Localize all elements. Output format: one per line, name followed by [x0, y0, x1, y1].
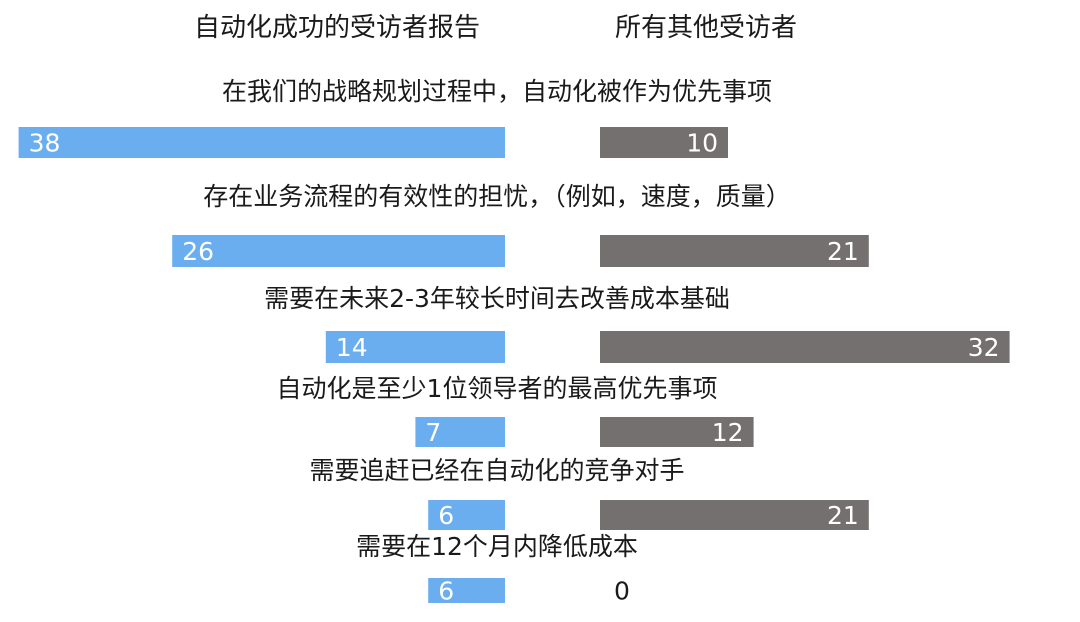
- bars-layer: 在我们的战略规划过程中，自动化被作为优先事项 38 10 存在业务流程的有效性的担忧，…: [18, 77, 1010, 606]
- bar-left: [428, 500, 505, 530]
- bar-right-value-label: 21: [827, 501, 859, 530]
- bar-left: [18, 127, 505, 158]
- bar-right: [600, 500, 869, 530]
- bar-right-value-label: 10: [686, 129, 718, 158]
- bar-left: [415, 417, 505, 447]
- legend-right-label: 所有其他受访者: [615, 13, 797, 43]
- bar-right-value-label: 32: [968, 333, 1000, 362]
- category-label: 存在业务流程的有效性的担忧，（例如，速度，质量）: [203, 182, 791, 211]
- category-label: 需要追赶已经在自动化的竞争对手: [309, 456, 684, 485]
- bar-right: [600, 331, 1010, 363]
- legend-left-label: 自动化成功的受访者报告: [194, 13, 480, 43]
- bar-right: [600, 417, 754, 447]
- bar-left-value-label: 7: [425, 418, 441, 447]
- bar-right-value-label: 12: [712, 418, 744, 447]
- bar-left: [428, 578, 505, 603]
- category-label: 需要在12个月内降低成本: [356, 532, 638, 561]
- category-label: 需要在未来2-3年较长时间去改善成本基础: [264, 284, 730, 313]
- bar-left: [172, 235, 505, 267]
- bar-left-value-label: 26: [182, 237, 214, 266]
- bar-left: [325, 331, 505, 363]
- bar-right: [600, 235, 869, 267]
- category-label: 在我们的战略规划过程中，自动化被作为优先事项: [222, 77, 772, 106]
- bar-right-value-label: 21: [827, 237, 859, 266]
- bar-left-value-label: 6: [438, 501, 454, 530]
- bar-left-value-label: 14: [336, 333, 368, 362]
- category-label: 自动化是至少1位领导者的最高优先事项: [277, 374, 718, 403]
- bar-right-value-label: 0: [614, 577, 630, 606]
- bar-left-value-label: 6: [438, 577, 454, 606]
- bar-left-value-label: 38: [29, 129, 61, 158]
- bar-right: [600, 127, 728, 158]
